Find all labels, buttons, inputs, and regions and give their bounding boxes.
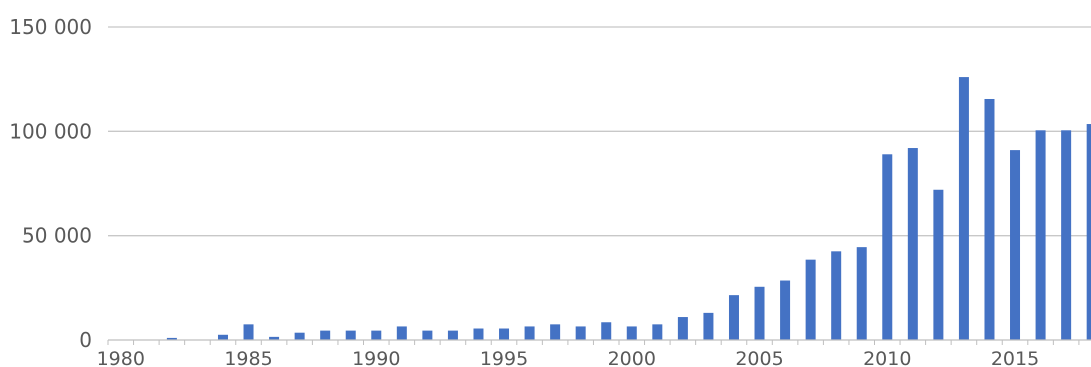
bar-2010 (882, 154, 893, 340)
bar-2005 (754, 286, 765, 340)
bar-2014 (984, 98, 995, 341)
y-tick-label: 0 (79, 328, 92, 352)
x-axis (107, 339, 1091, 345)
bar-2015 (1010, 150, 1021, 340)
bar-2017 (1061, 130, 1072, 340)
y-tick-label: 150 000 (9, 15, 92, 39)
bar-1984 (217, 334, 228, 340)
bar-1997 (550, 324, 561, 340)
x-tick-label: 1995 (480, 348, 528, 367)
bar-1994 (473, 328, 484, 340)
bar-1998 (575, 326, 586, 340)
y-axis-tick-labels: 0 50 000 100 000 150 000 (9, 15, 92, 352)
bar-2004 (728, 295, 739, 340)
bar-1999 (601, 322, 612, 340)
x-tick-label: 2015 (991, 348, 1039, 367)
bar-2013 (958, 77, 969, 340)
x-tick-label: 2005 (735, 348, 783, 367)
y-tick-label: 100 000 (9, 119, 92, 143)
bar-1995 (499, 328, 510, 340)
bars (166, 77, 1091, 341)
bar-2012 (933, 189, 944, 340)
bar-1982 (166, 337, 177, 340)
bar-1996 (524, 326, 535, 340)
bar-1987 (294, 332, 305, 340)
bar-2003 (703, 312, 714, 340)
bar-1991 (396, 326, 407, 340)
bar-2009 (856, 247, 867, 340)
bar-2011 (907, 148, 918, 340)
bar-1993 (447, 330, 458, 340)
bar-2018 (1086, 124, 1091, 340)
bar-2002 (677, 317, 688, 340)
bar-1988 (320, 330, 331, 340)
bar-1986 (269, 336, 280, 340)
x-tick-label: 2010 (863, 348, 911, 367)
x-axis-tick-labels: 1980 1985 1990 1995 2000 2005 2010 2015 (97, 348, 1040, 367)
bar-1989 (345, 330, 356, 340)
bar-1990 (371, 330, 382, 340)
x-tick-label: 2000 (608, 348, 656, 367)
bar-2001 (652, 324, 663, 340)
bar-1992 (422, 330, 433, 340)
x-tick-label: 1985 (224, 348, 272, 367)
gridlines (108, 26, 1091, 237)
y-tick-label: 50 000 (22, 224, 92, 248)
x-tick-label: 1980 (97, 348, 145, 367)
bar-2016 (1035, 130, 1046, 340)
bar-2008 (831, 251, 842, 340)
bar-2006 (780, 280, 791, 340)
bar-1985 (243, 324, 254, 340)
x-tick-label: 1990 (352, 348, 400, 367)
bar-2007 (805, 259, 816, 340)
bar-2000 (626, 326, 637, 340)
